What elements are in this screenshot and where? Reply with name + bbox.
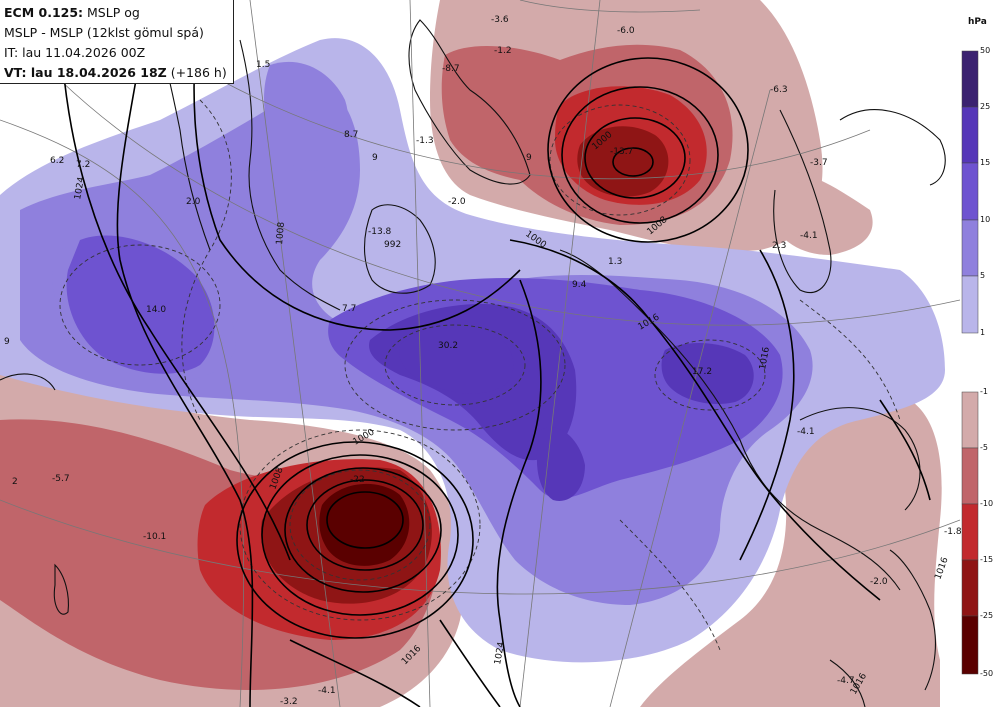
value-label: 9 bbox=[4, 337, 10, 347]
isobar-label: 1008 bbox=[275, 221, 287, 245]
value-label: -10.1 bbox=[143, 532, 166, 542]
value-label: -3.2 bbox=[280, 697, 298, 707]
value-label: 9 bbox=[526, 153, 532, 163]
value-label: 6.2 bbox=[50, 156, 64, 166]
value-label: 7.2 bbox=[76, 160, 90, 170]
isobar-label: 992 bbox=[384, 240, 401, 250]
colorbar-tick: 10 bbox=[980, 215, 991, 224]
colorbar-tick: -25 bbox=[980, 611, 994, 620]
cbar-swatch bbox=[961, 559, 979, 617]
colorbar-tick: -50 bbox=[980, 669, 994, 678]
colorbar-tick: 50 bbox=[980, 46, 991, 55]
title-line-1: ECM 0.125: MSLP og bbox=[4, 5, 140, 20]
colorbar-tick: 1 bbox=[980, 328, 986, 337]
cbar-swatch bbox=[961, 162, 979, 221]
cbar-swatch bbox=[961, 503, 979, 561]
colorbar-tick: -5 bbox=[980, 443, 988, 452]
cbar-swatch bbox=[961, 106, 979, 164]
cbar-swatch bbox=[961, 219, 979, 277]
value-label: 8.7 bbox=[344, 130, 358, 140]
difference-contours bbox=[59, 99, 901, 651]
value-label: -1.3 bbox=[416, 136, 434, 146]
value-label: -4.1 bbox=[800, 231, 818, 241]
positive-anomaly-fills bbox=[0, 38, 945, 663]
value-label: -4.7 bbox=[837, 676, 855, 686]
title-line-4: VT: lau 18.04.2026 18Z (+186 h) bbox=[4, 65, 227, 80]
value-label: -1.8 bbox=[944, 527, 962, 537]
value-label: 7.7 bbox=[342, 304, 356, 314]
title-line-2: MSLP - MSLP (12klst gömul spá) bbox=[4, 25, 204, 40]
cbar-swatch bbox=[961, 447, 979, 505]
value-label: -3.7 bbox=[810, 158, 828, 168]
value-label: -6.0 bbox=[617, 26, 635, 36]
value-label: -4.1 bbox=[318, 686, 336, 696]
value-label: -3.6 bbox=[491, 15, 509, 25]
graticule bbox=[0, 0, 961, 707]
isobar-label: 1016 bbox=[758, 346, 772, 371]
min-label: -13.8 bbox=[368, 227, 392, 237]
colorbar-negative bbox=[961, 391, 979, 675]
isobar-label: 1024 bbox=[493, 641, 507, 666]
isobar-label: 1024 bbox=[73, 176, 87, 201]
min-label: -22 bbox=[350, 475, 365, 485]
colorbar-tick: 25 bbox=[980, 102, 991, 111]
colorbar-tick: -10 bbox=[980, 499, 994, 508]
colorbar-positive bbox=[961, 50, 979, 334]
min-label: -8.7 bbox=[442, 64, 460, 74]
cbar-swatch bbox=[961, 50, 979, 108]
max-label: 14.0 bbox=[146, 305, 166, 315]
value-label: 1.3 bbox=[608, 257, 622, 267]
colorbar-tick: -15 bbox=[980, 555, 994, 564]
value-label: 2 bbox=[12, 477, 18, 487]
min-label: -13.7 bbox=[610, 147, 633, 157]
value-label: -6.3 bbox=[770, 85, 788, 95]
value-label: 2.3 bbox=[772, 241, 786, 251]
title-box: ECM 0.125: MSLP og MSLP - MSLP (12klst g… bbox=[0, 0, 234, 84]
value-label: -5.7 bbox=[52, 474, 70, 484]
max-label: 17.2 bbox=[692, 367, 712, 377]
value-label: -2.0 bbox=[870, 577, 888, 587]
value-label: -2.0 bbox=[448, 197, 466, 207]
max-label: 30.2 bbox=[438, 341, 458, 351]
cbar-swatch bbox=[961, 275, 979, 334]
cbar-swatch bbox=[961, 391, 979, 449]
colorbar-unit: hPa bbox=[968, 17, 987, 27]
colorbar-tick: 15 bbox=[980, 158, 991, 167]
colorbar-tick: -1 bbox=[980, 387, 988, 396]
value-label: -1.2 bbox=[494, 46, 512, 56]
cbar-swatch bbox=[961, 615, 979, 675]
value-label: -4.1 bbox=[797, 427, 815, 437]
title-line-3: IT: lau 11.04.2026 00Z bbox=[4, 45, 146, 60]
value-label: 9.4 bbox=[572, 280, 587, 290]
isobars bbox=[59, 0, 931, 707]
anomaly-labels: 30.2 17.2 14.0 -22 -13.8 -13.7 -8.7 -3.6… bbox=[4, 15, 962, 707]
value-label: 1.5 bbox=[256, 60, 270, 70]
value-label: 9 bbox=[372, 153, 378, 163]
value-label: 2.0 bbox=[186, 197, 201, 207]
colorbar-tick: 5 bbox=[980, 271, 986, 280]
